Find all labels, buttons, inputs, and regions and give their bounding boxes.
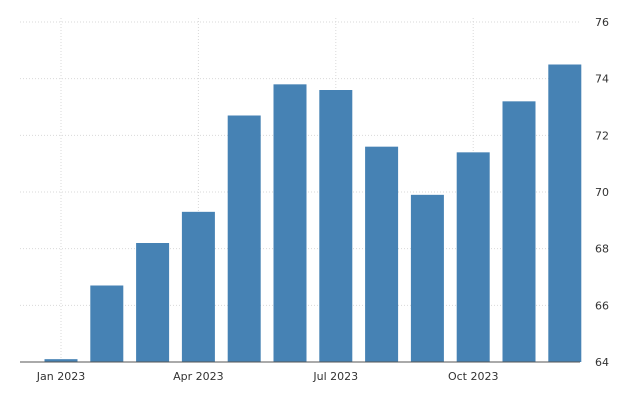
bar [319, 90, 353, 362]
x-tick-label: Apr 2023 [173, 370, 224, 383]
bar [44, 359, 78, 362]
y-tick-label: 76 [595, 16, 609, 29]
y-tick-label: 66 [595, 299, 609, 312]
y-axis-ticks: 64 66 68 70 72 74 76 [595, 16, 609, 369]
bar [227, 115, 261, 362]
bar [410, 194, 444, 362]
x-tick-label: Jan 2023 [36, 370, 85, 383]
y-tick-label: 68 [595, 243, 609, 256]
bar [273, 84, 307, 362]
x-axis-ticks: Jan 2023 Apr 2023 Jul 2023 Oct 2023 [36, 370, 499, 383]
y-tick-label: 72 [595, 129, 609, 142]
y-tick-label: 64 [595, 356, 609, 369]
bar [136, 243, 170, 362]
bar [548, 64, 582, 362]
x-tick-label: Jul 2023 [312, 370, 358, 383]
bar [456, 152, 490, 362]
bar [365, 146, 399, 362]
bar [90, 285, 124, 362]
x-tick-label: Oct 2023 [448, 370, 499, 383]
bar [181, 211, 215, 362]
y-tick-label: 74 [595, 73, 609, 86]
y-tick-label: 70 [595, 186, 609, 199]
bar [502, 101, 536, 362]
bars [44, 64, 582, 362]
